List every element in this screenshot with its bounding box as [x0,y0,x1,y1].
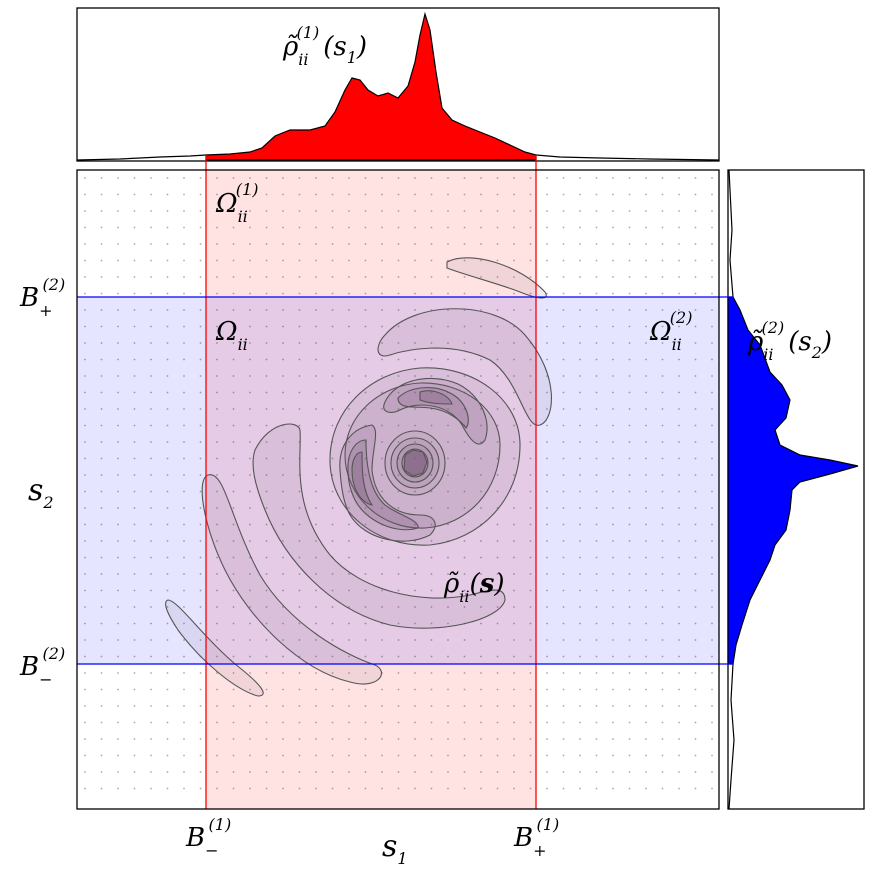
x-axis-label: s1 [382,829,408,868]
contour-center-peak [404,450,427,476]
bminus2-label: B−(2) [19,644,65,689]
bplus1-label: B+(1) [513,815,559,860]
y-axis-label: s2 [28,473,54,512]
right-marginal-panel: ρ̃ii(2) (s2) [728,170,864,809]
bplus2-label: B+(2) [19,275,65,320]
top-marginal-panel: ρ̃ii(1) (s1) [77,8,719,161]
main-panel: Ωii(1) Ωii Ωii(2) ρ̃ii(s) [77,155,733,809]
bminus1-label: B−(1) [185,815,231,860]
